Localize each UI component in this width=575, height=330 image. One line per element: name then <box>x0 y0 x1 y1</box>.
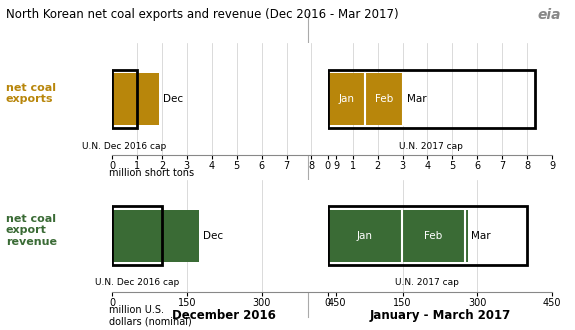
Text: Jan: Jan <box>356 231 373 241</box>
Text: U.N. 2017 cap: U.N. 2017 cap <box>396 279 459 287</box>
Text: U.N. Dec 2016 cap: U.N. Dec 2016 cap <box>82 142 167 150</box>
Bar <box>328 207 527 265</box>
Text: U.N. Dec 2016 cap: U.N. Dec 2016 cap <box>95 279 179 287</box>
Text: Mar: Mar <box>407 94 427 104</box>
Bar <box>328 70 535 128</box>
Bar <box>465 210 468 262</box>
Text: Jan: Jan <box>339 94 354 104</box>
Text: net coal
exports: net coal exports <box>6 82 56 104</box>
Bar <box>328 210 401 262</box>
Bar <box>328 73 365 125</box>
Text: net coal
export
revenue: net coal export revenue <box>6 214 57 247</box>
Bar <box>112 70 137 128</box>
Text: Feb: Feb <box>375 94 393 104</box>
Text: Dec: Dec <box>203 231 223 241</box>
Bar <box>112 210 200 262</box>
Text: U.N. 2017 cap: U.N. 2017 cap <box>399 142 463 150</box>
Bar <box>401 210 465 262</box>
Bar <box>112 207 162 265</box>
Text: eia: eia <box>537 8 561 22</box>
Text: North Korean net coal exports and revenue (Dec 2016 - Mar 2017): North Korean net coal exports and revenu… <box>6 8 398 21</box>
Bar <box>365 73 402 125</box>
Text: million U.S.
dollars (nominal): million U.S. dollars (nominal) <box>109 305 192 327</box>
Text: million short tons: million short tons <box>109 168 194 178</box>
Text: Dec: Dec <box>163 94 183 104</box>
Text: January - March 2017: January - March 2017 <box>369 309 511 322</box>
Bar <box>112 73 159 125</box>
Text: Mar: Mar <box>471 231 491 241</box>
Text: December 2016: December 2016 <box>172 309 276 322</box>
Text: Feb: Feb <box>424 231 443 241</box>
Bar <box>402 73 404 125</box>
